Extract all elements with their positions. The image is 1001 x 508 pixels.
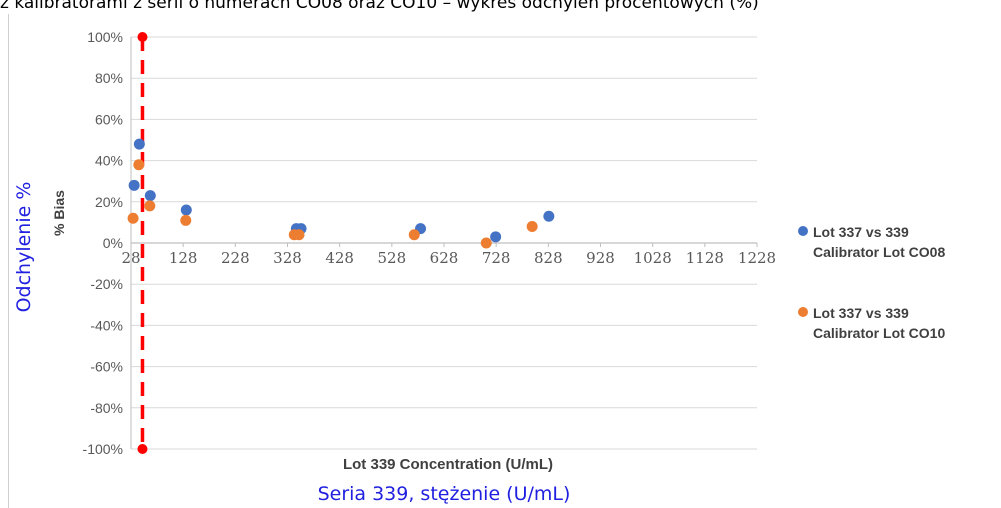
x-tick-label: 328 xyxy=(273,249,302,267)
legend-marker-co08 xyxy=(798,226,808,236)
x-tick-label: 28 xyxy=(121,249,140,267)
x-axis-annotation: Seria 339, stężenie (U/mL) xyxy=(317,483,571,505)
x-tick-label: 628 xyxy=(430,249,459,267)
left-divider xyxy=(8,14,9,508)
data-point-co10 xyxy=(526,221,538,233)
y-tick-label: -60% xyxy=(90,359,123,375)
x-tick-label: 428 xyxy=(325,249,354,267)
legend-label-co08: Lot 337 vs 339 Calibrator Lot CO08 xyxy=(813,224,946,260)
y-tick-label: -40% xyxy=(90,317,123,333)
data-point-co10 xyxy=(144,200,156,212)
y-axis-title: % Bias xyxy=(51,190,67,236)
legend[interactable]: Lot 337 vs 339 Calibrator Lot CO08 Lot 3… xyxy=(798,222,988,384)
y-tick-label: 100% xyxy=(87,29,123,45)
reference-line-bottom-dot xyxy=(137,444,148,454)
data-point-co08 xyxy=(490,231,502,243)
x-tick-label: 228 xyxy=(221,249,250,267)
data-point-co10 xyxy=(133,159,145,171)
legend-item-co10[interactable]: Lot 337 vs 339 Calibrator Lot CO10 xyxy=(798,303,988,343)
x-tick-label: 528 xyxy=(378,249,407,267)
y-tick-label: 20% xyxy=(95,194,123,210)
reference-line-top-dot xyxy=(137,32,148,42)
data-point-co10 xyxy=(127,212,139,224)
data-point-co08 xyxy=(180,204,192,216)
y-axis-annotation: Odchylenie % xyxy=(13,181,35,313)
data-point-co08 xyxy=(133,138,145,150)
y-tick-label: 40% xyxy=(95,153,123,169)
y-tick-label: 0% xyxy=(103,235,123,251)
legend-marker-co10 xyxy=(798,307,808,317)
page-caption: z kalibratorami z serii o numerach CO08 … xyxy=(0,0,759,13)
x-tick-label: 1128 xyxy=(686,249,724,267)
y-tick-label: -80% xyxy=(90,400,123,416)
y-tick-label: 60% xyxy=(95,111,123,127)
data-point-co08 xyxy=(144,190,156,202)
x-tick-label: 928 xyxy=(586,249,615,267)
y-tick-label: 80% xyxy=(95,70,123,86)
x-tick-label: 1228 xyxy=(738,249,776,267)
y-tick-label: -100% xyxy=(83,441,123,457)
data-point-co08 xyxy=(543,210,555,222)
x-tick-label: 828 xyxy=(534,249,563,267)
legend-item-co08[interactable]: Lot 337 vs 339 Calibrator Lot CO08 xyxy=(798,222,988,262)
legend-label-co10: Lot 337 vs 339 Calibrator Lot CO10 xyxy=(813,305,946,341)
x-tick-label: 128 xyxy=(169,249,198,267)
data-point-co10 xyxy=(408,229,420,241)
x-axis-title: Lot 339 Concentration (U/mL) xyxy=(342,456,553,473)
data-point-co08 xyxy=(128,179,140,191)
x-tick-label: 1028 xyxy=(634,249,672,267)
y-tick-label: -20% xyxy=(90,276,123,292)
x-tick-label: 728 xyxy=(482,249,511,267)
data-point-co10 xyxy=(480,237,492,249)
data-point-co10 xyxy=(180,214,192,226)
data-point-co10 xyxy=(293,229,305,241)
